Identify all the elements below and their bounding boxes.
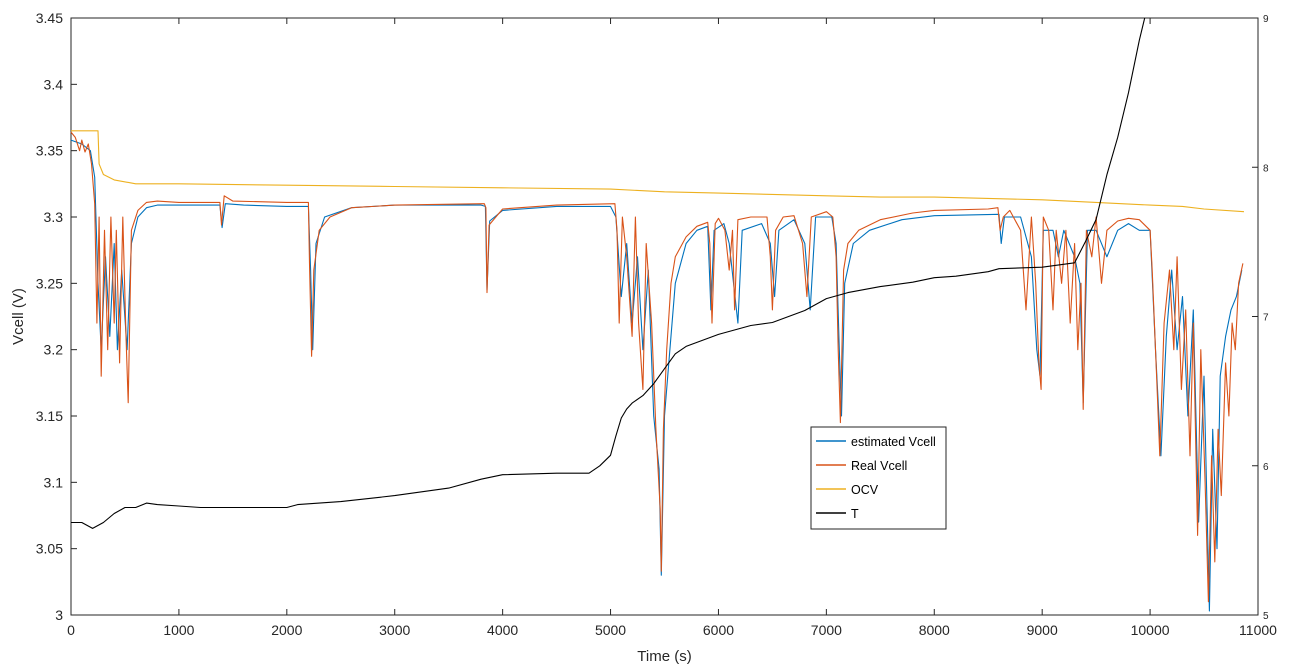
y-tick-label: 3.45 [36,10,63,26]
x-tick-label: 9000 [1027,622,1058,638]
series-line-real-vcell [70,131,1244,603]
plot-area [70,17,1259,616]
legend-label-ocv: OCV [851,483,879,497]
y-axis-left: 3 3.05 3.1 3.15 3.2 3.25 3.3 3.35 3.4 3.45 [36,10,77,623]
x-axis: 0 1000 2000 3000 4000 5000 6000 7000 8000 9000 100… [67,18,1277,638]
y-tick-label: 3 [55,607,63,623]
y2-tick-label: 6 [1263,462,1269,473]
legend-label-estimated-vcell: estimated Vcell [851,435,936,449]
series-line-estimated-vcell [70,139,1243,612]
y-tick-label: 3.3 [44,209,64,225]
y2-tick-label: 9 [1263,14,1269,25]
x-tick-label: 6000 [703,622,734,638]
y-tick-label: 3.15 [36,408,63,424]
x-tick-label: 3000 [379,622,410,638]
y-axis-right: 5 6 7 8 9 [1252,14,1269,622]
y2-tick-label: 8 [1263,163,1269,174]
y-tick-label: 3.2 [44,342,64,358]
x-tick-label: 2000 [271,622,302,638]
x-tick-label: 11000 [1239,622,1277,638]
x-tick-label: 1000 [163,622,194,638]
y-tick-label: 3.25 [36,275,63,291]
x-axis-title: Time (s) [637,648,691,665]
x-tick-label: 4000 [487,622,518,638]
y-axis-title: Vcell (V) [10,288,27,345]
y-tick-label: 3.1 [44,474,64,490]
y-tick-label: 3.4 [44,76,64,92]
x-tick-label: 8000 [919,622,950,638]
legend: estimated Vcell Real Vcell OCV T [810,426,947,530]
x-tick-label: 7000 [811,622,842,638]
x-tick-label: 0 [67,622,75,638]
y-tick-label: 3.35 [36,143,63,159]
series-line-ocv [71,130,1245,213]
y2-tick-label: 5 [1263,611,1269,622]
y2-tick-label: 7 [1263,313,1269,324]
x-tick-label: 5000 [595,622,626,638]
legend-box [810,426,947,530]
series-line-t [71,17,1146,529]
legend-label-t: T [851,507,859,521]
legend-label-real-vcell: Real Vcell [851,459,907,473]
y-tick-label: 3.05 [36,541,63,557]
x-tick-label: 10000 [1131,622,1170,638]
